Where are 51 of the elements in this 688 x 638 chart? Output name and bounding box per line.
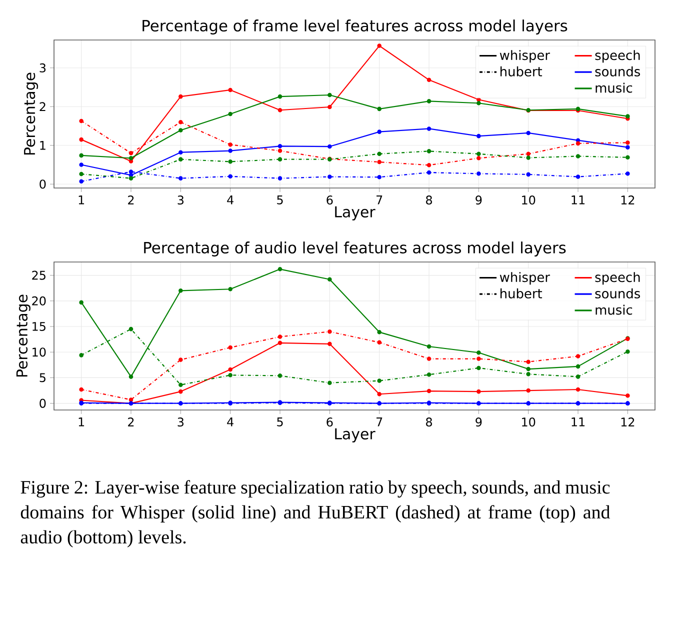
- y-axis-title: Percentage: [24, 72, 38, 155]
- x-tick-label: 3: [178, 196, 184, 205]
- y-tick-label: 0: [40, 180, 46, 189]
- x-tick-label: 3: [178, 418, 184, 427]
- x-tick-label: 2: [128, 418, 134, 426]
- x-tick-label: 10: [522, 196, 536, 205]
- x-tick-label: 11: [572, 196, 585, 204]
- x-tick-label: 12: [621, 196, 634, 204]
- chart-title: Percentage of frame level features across model layers: [142, 20, 568, 34]
- x-tick-label: 4: [227, 418, 234, 426]
- y-tick-label: 10: [32, 348, 46, 357]
- caption: Figure 2: Layer-wise feature specialization ratio by speech, sounds, and music domains for Whisper (solid line) and HuBERT (dashed) at frame (top) and audio (bottom) levels.: [20, 480, 610, 548]
- y-tick-label: 3: [40, 63, 46, 72]
- y-tick-label: 2: [40, 102, 46, 112]
- x-tick-label: 7: [376, 196, 382, 204]
- legend-label: speech: [595, 272, 640, 285]
- x-tick-label: 9: [476, 418, 482, 427]
- x-tick-label: 5: [277, 196, 283, 204]
- x-axis-title: Layer: [335, 428, 376, 442]
- y-tick-label: 15: [32, 322, 46, 331]
- legend-label: whisper: [500, 50, 550, 63]
- legend-label: whisper: [500, 272, 550, 285]
- x-tick-label: 6: [326, 418, 333, 427]
- x-tick-label: 8: [426, 196, 432, 205]
- legend-label: speech: [595, 50, 640, 63]
- x-tick-label: 8: [426, 418, 432, 427]
- legend-label: music: [596, 82, 632, 93]
- y-tick-label: 20: [32, 296, 46, 306]
- chart-title: Percentage of audio level features across model layers: [144, 242, 566, 256]
- legend-label: sounds: [595, 66, 640, 76]
- legend-label: hubert: [500, 66, 542, 76]
- x-tick-label: 2: [128, 196, 134, 204]
- y-tick-label: 25: [32, 270, 46, 280]
- x-tick-label: 12: [621, 418, 634, 426]
- x-tick-label: 11: [572, 418, 585, 426]
- x-axis-title: Layer: [335, 206, 376, 220]
- y-tick-label: 5: [40, 373, 46, 382]
- x-tick-label: 1: [78, 418, 84, 426]
- legend-label: hubert: [500, 288, 542, 298]
- y-tick-label: 1: [40, 141, 46, 150]
- x-tick-label: 7: [376, 418, 382, 426]
- y-tick-label: 0: [40, 398, 46, 408]
- x-tick-label: 4: [227, 196, 234, 204]
- y-axis-title: Percentage: [16, 294, 30, 377]
- x-tick-label: 5: [277, 418, 283, 426]
- x-tick-label: 1: [78, 196, 84, 204]
- legend-label: sounds: [595, 288, 640, 298]
- x-tick-label: 10: [522, 418, 536, 427]
- x-tick-label: 6: [326, 196, 333, 205]
- x-tick-label: 9: [476, 196, 482, 205]
- legend-label: music: [596, 304, 632, 315]
